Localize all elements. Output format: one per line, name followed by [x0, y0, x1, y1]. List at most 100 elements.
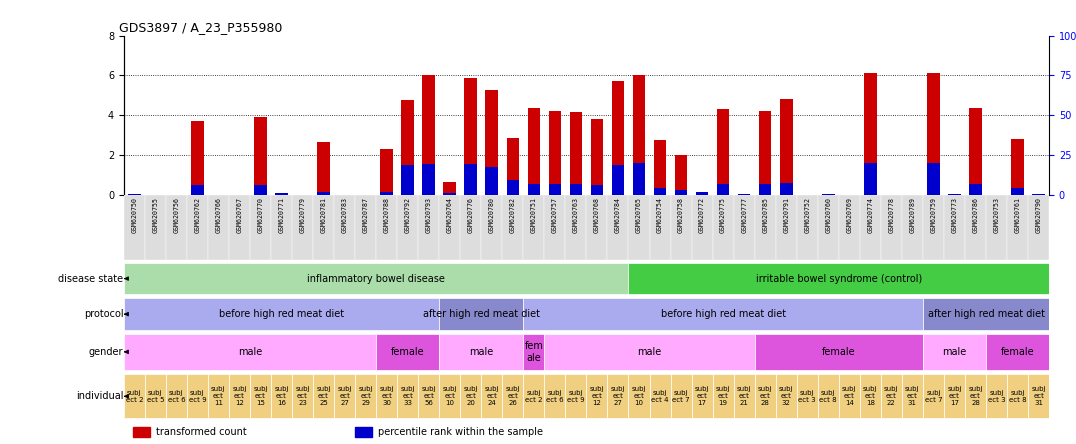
Text: subj
ect 3: subj ect 3	[798, 390, 816, 403]
Bar	[250, 374, 271, 418]
Bar	[717, 110, 730, 195]
Bar	[944, 195, 965, 260]
Text: subj
ect 8: subj ect 8	[1008, 390, 1027, 403]
Bar	[271, 195, 292, 260]
Text: before high red meat diet: before high red meat diet	[661, 309, 785, 319]
Bar	[569, 184, 582, 195]
Bar	[565, 195, 586, 260]
Text: GSM620779: GSM620779	[299, 197, 306, 233]
Bar	[439, 195, 461, 260]
Text: GSM620759: GSM620759	[931, 197, 936, 233]
Text: GSM620756: GSM620756	[173, 197, 180, 233]
Bar	[670, 195, 692, 260]
Bar	[523, 195, 544, 260]
Text: subj
ect
28: subj ect 28	[758, 386, 773, 406]
Text: GSM620784: GSM620784	[615, 197, 621, 233]
Bar	[275, 194, 287, 195]
Bar	[628, 195, 650, 260]
Text: subj
ect
32: subj ect 32	[779, 386, 793, 406]
Text: GSM620761: GSM620761	[1015, 197, 1020, 233]
Text: subj
ect
20: subj ect 20	[464, 386, 478, 406]
Bar	[1011, 139, 1024, 195]
Bar	[759, 184, 771, 195]
Text: GSM620775: GSM620775	[720, 197, 726, 233]
Text: subj
ect
27: subj ect 27	[337, 386, 352, 406]
Text: subj
ect 6: subj ect 6	[168, 390, 185, 403]
Bar	[229, 374, 250, 418]
Text: after high red meat diet: after high red meat diet	[423, 309, 540, 319]
Text: GSM620782: GSM620782	[510, 197, 515, 233]
Bar	[650, 195, 670, 260]
Bar	[986, 334, 1049, 369]
Bar	[507, 139, 519, 195]
Bar	[124, 195, 145, 260]
Bar	[944, 374, 965, 418]
Bar	[650, 374, 670, 418]
Bar	[145, 195, 166, 260]
Bar	[986, 374, 1007, 418]
Text: subj
ect 4: subj ect 4	[651, 390, 669, 403]
Bar	[611, 82, 624, 195]
Text: subj
ect 2: subj ect 2	[126, 390, 143, 403]
Bar	[465, 79, 477, 195]
Bar	[1007, 195, 1028, 260]
Bar	[628, 374, 650, 418]
Bar	[397, 195, 419, 260]
Bar	[796, 195, 818, 260]
Text: subj
ect
28: subj ect 28	[968, 386, 982, 406]
Text: GSM620777: GSM620777	[741, 197, 747, 233]
Text: inflammatory bowel disease: inflammatory bowel disease	[307, 274, 445, 284]
Text: GSM620750: GSM620750	[131, 197, 138, 233]
Bar	[313, 374, 334, 418]
Bar	[586, 195, 608, 260]
Text: GSM620772: GSM620772	[699, 197, 705, 233]
Bar	[569, 112, 582, 195]
Text: subj
ect
23: subj ect 23	[295, 386, 310, 406]
Bar	[965, 374, 986, 418]
Text: subj
ect 9: subj ect 9	[567, 390, 584, 403]
Bar	[317, 192, 330, 195]
Text: GDS3897 / A_23_P355980: GDS3897 / A_23_P355980	[119, 21, 283, 34]
Text: subj
ect
14: subj ect 14	[843, 386, 856, 406]
Bar	[923, 195, 944, 260]
Bar	[633, 163, 646, 195]
Bar	[628, 263, 1049, 294]
Text: GSM620758: GSM620758	[678, 197, 684, 233]
Bar	[712, 195, 734, 260]
Text: GSM620781: GSM620781	[321, 197, 326, 233]
Bar	[670, 374, 692, 418]
Bar	[124, 334, 377, 369]
Bar	[380, 150, 393, 195]
Text: GSM620788: GSM620788	[384, 197, 390, 233]
Text: subj
ect
24: subj ect 24	[484, 386, 499, 406]
Text: subj
ect
15: subj ect 15	[253, 386, 268, 406]
Bar	[377, 374, 397, 418]
Bar	[355, 427, 371, 437]
Bar	[780, 183, 793, 195]
Bar	[969, 108, 981, 195]
Bar	[377, 334, 439, 369]
Text: GSM620793: GSM620793	[426, 197, 431, 233]
Bar	[208, 374, 229, 418]
Bar	[860, 195, 881, 260]
Text: GSM620786: GSM620786	[973, 197, 978, 233]
Bar	[502, 374, 523, 418]
Text: GSM620778: GSM620778	[889, 197, 894, 233]
Bar	[166, 374, 187, 418]
Text: GSM620754: GSM620754	[657, 197, 663, 233]
Bar	[928, 74, 939, 195]
Bar	[696, 192, 708, 195]
Text: subj
ect
31: subj ect 31	[1031, 386, 1046, 406]
Bar	[192, 122, 203, 195]
Bar	[796, 374, 818, 418]
Bar	[187, 374, 208, 418]
Text: GSM620790: GSM620790	[1035, 197, 1042, 233]
Text: subj
ect
12: subj ect 12	[590, 386, 605, 406]
Bar	[759, 111, 771, 195]
Text: subj
ect
31: subj ect 31	[905, 386, 920, 406]
Bar	[271, 374, 292, 418]
Text: subj
ect
16: subj ect 16	[274, 386, 288, 406]
Text: subj
ect
10: subj ect 10	[632, 386, 647, 406]
Bar	[675, 190, 688, 195]
Bar	[313, 195, 334, 260]
